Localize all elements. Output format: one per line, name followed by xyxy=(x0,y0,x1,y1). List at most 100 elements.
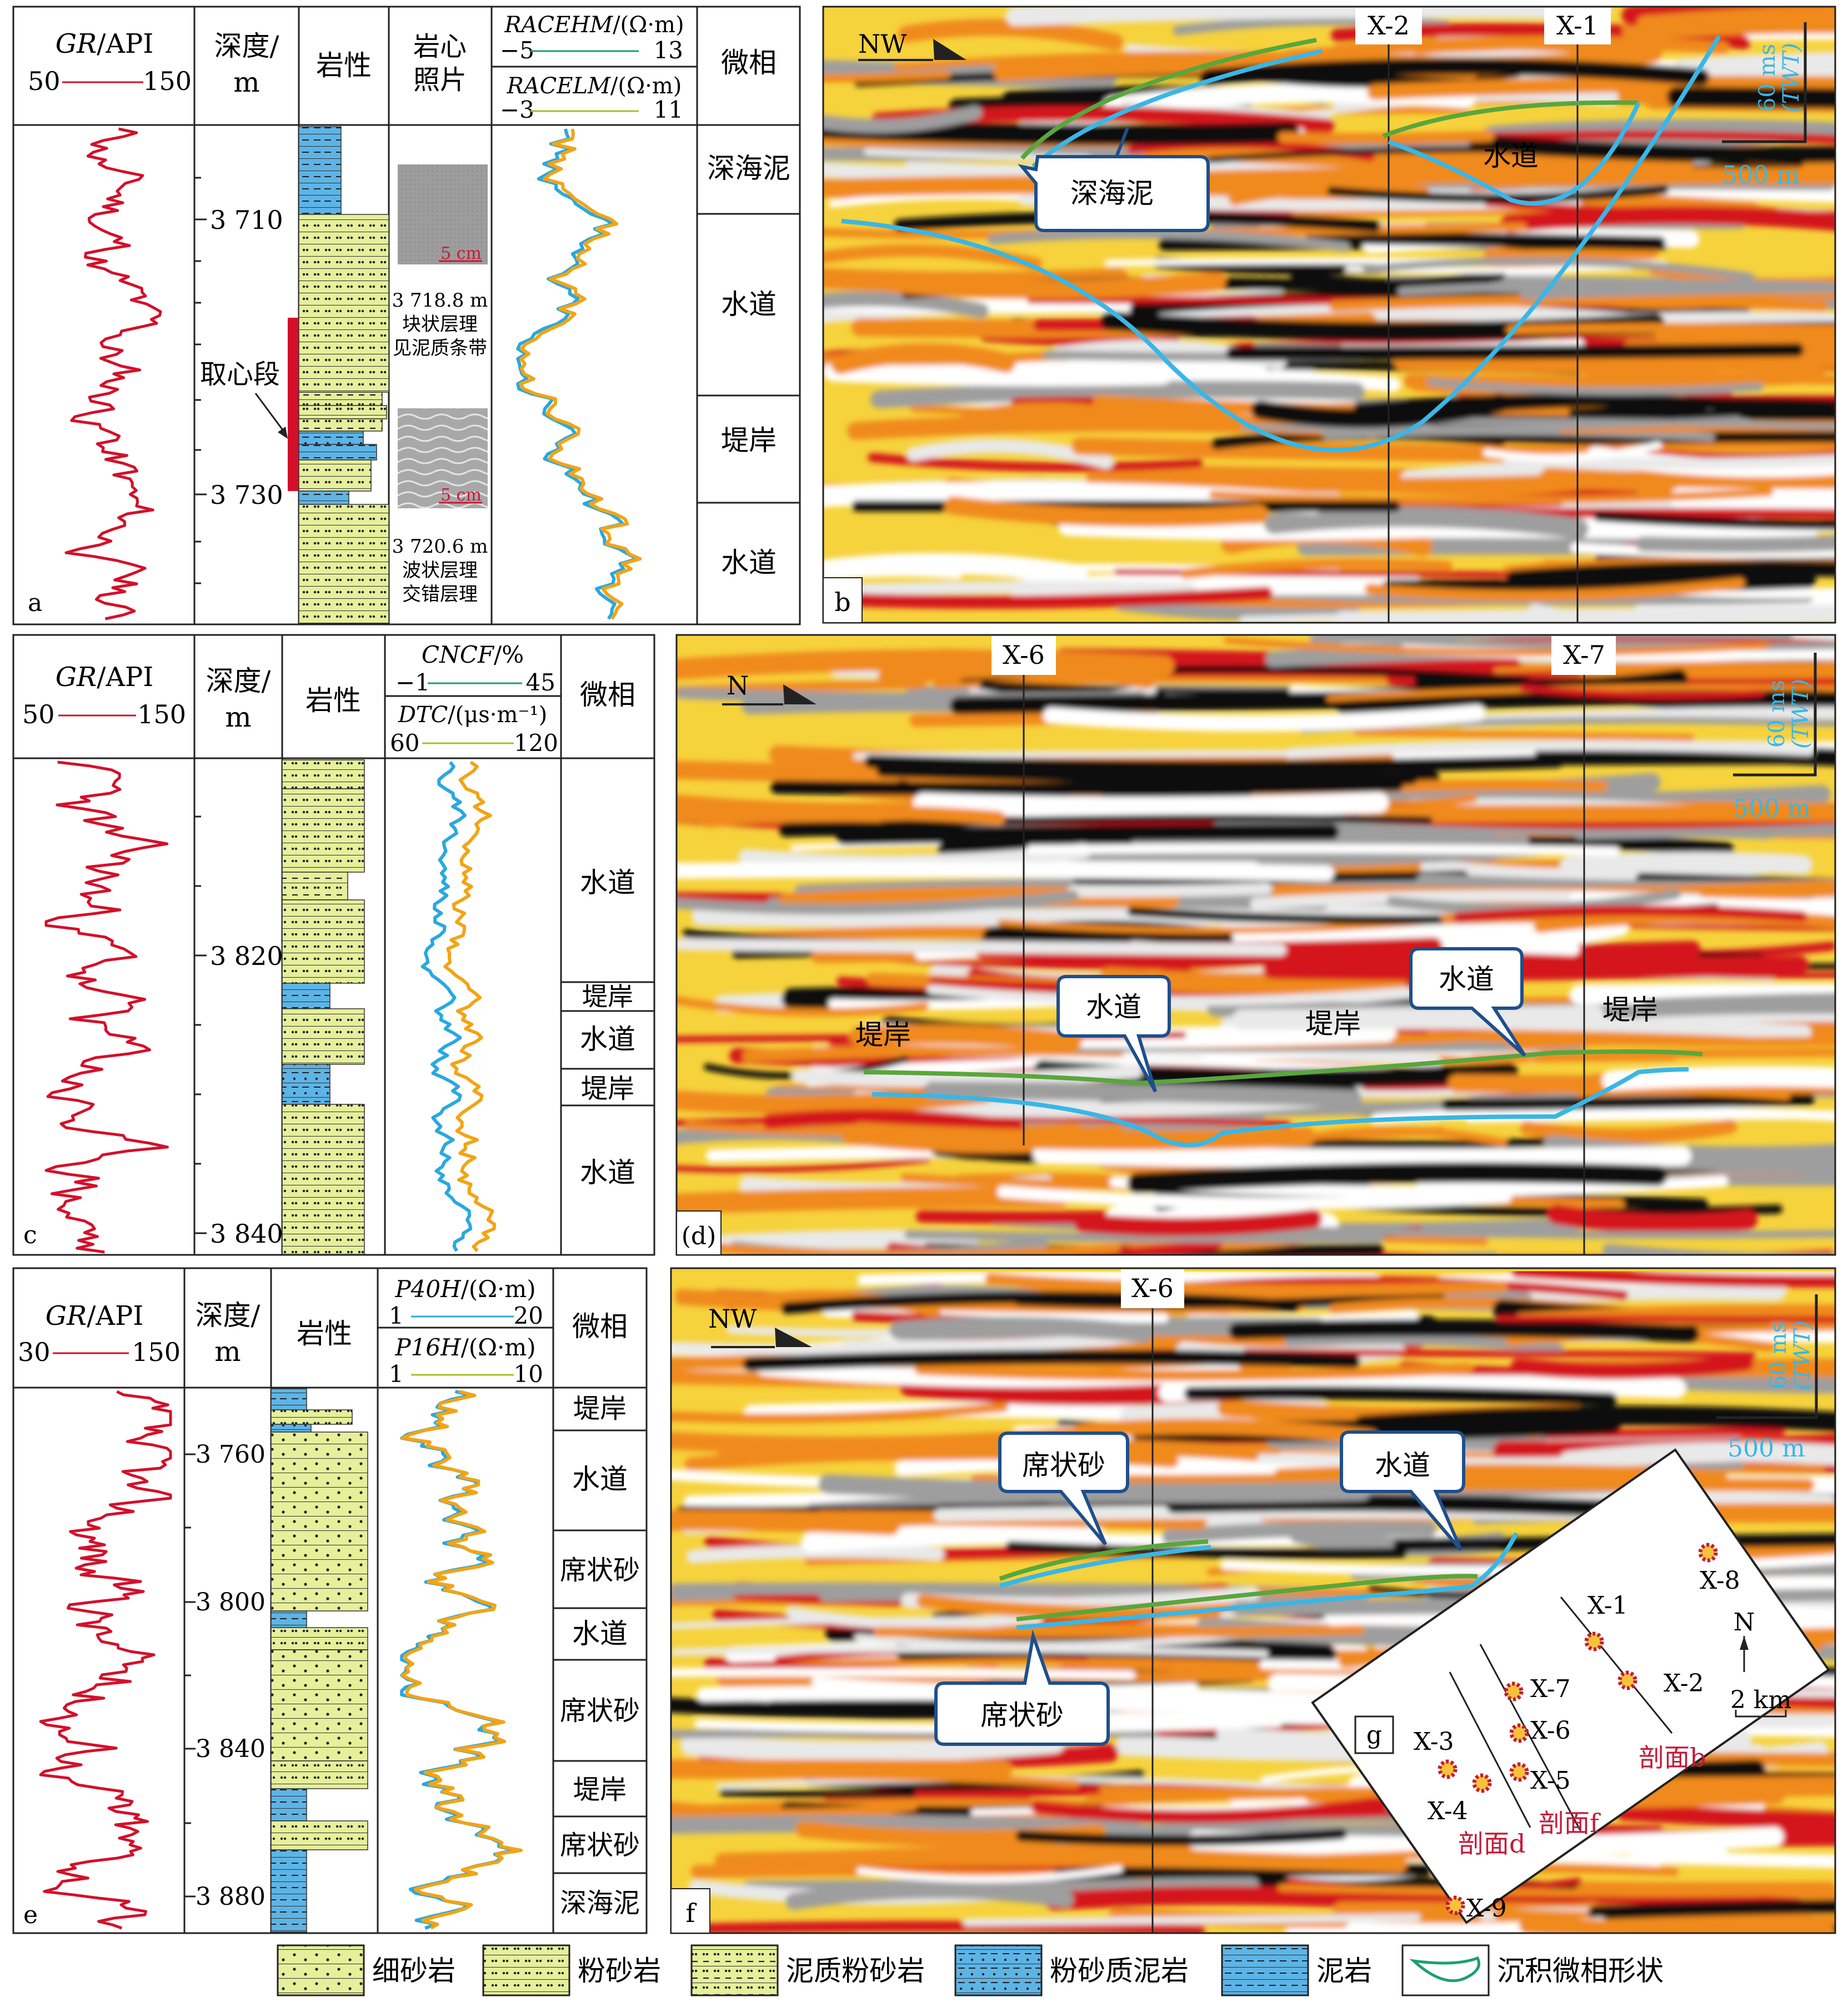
well-marker-g xyxy=(1509,1723,1529,1743)
scale-bar-g xyxy=(1735,1710,1787,1718)
p40-max: 20 xyxy=(514,1302,543,1329)
photo-1-caption-note: 见泥质条带 xyxy=(393,337,487,359)
facies-a-4: 水道 xyxy=(721,547,777,579)
legend-swatch-fine-sandstone xyxy=(277,1944,365,1996)
core-title-1: 岩心 xyxy=(413,31,467,62)
depth-unit: m xyxy=(233,66,259,98)
direction-arrow-d xyxy=(783,684,817,704)
litho-title-e: 岩性 xyxy=(297,1318,352,1350)
scale-dist-b: 500 m xyxy=(1722,161,1800,189)
scale-twt-d: (TWT) xyxy=(1788,679,1814,749)
photo-1-caption-depth: 3 718.8 m xyxy=(392,289,488,312)
well-label-g: X-1 xyxy=(1587,1591,1628,1620)
callout-channel-d-2-text: 水道 xyxy=(1439,963,1494,995)
scale-time-f: 60 ms xyxy=(1766,1322,1791,1389)
callout-channel-d-2 xyxy=(1409,947,1526,1057)
well-marker-g xyxy=(1509,1762,1529,1782)
p40-title: P40H/(Ω·m) xyxy=(394,1275,535,1303)
callout-sheet-f-1 xyxy=(998,1432,1129,1545)
gr-max-e: 150 xyxy=(132,1337,181,1367)
cncf-curve-c xyxy=(420,761,473,1252)
panel-b-seismic-section: X-2 X-1 深海泥 水道 NW 60 ms (TWT) 500 m b xyxy=(822,6,1836,624)
scale-bar-b xyxy=(1722,22,1807,143)
callout-mud-b xyxy=(1018,155,1210,232)
depth-tick-3820: 3 820 xyxy=(210,941,283,971)
depth-unit-e: m xyxy=(214,1335,241,1368)
res-deep-title: RACEHM/(Ω·m) xyxy=(504,12,684,38)
legend-swatch-facies-shape xyxy=(1401,1944,1490,1996)
facies-a-3: 堤岸 xyxy=(721,424,777,457)
facies-e-8: 深海泥 xyxy=(560,1888,640,1919)
dtc-title: DTC/(μs·m⁻¹) xyxy=(398,702,547,728)
horizon-cyan-f-1 xyxy=(999,1545,1211,1588)
coring-arrowhead xyxy=(278,427,288,439)
res-deep-max: 13 xyxy=(654,37,683,64)
levee-label-d-2: 堤岸 xyxy=(1305,1008,1361,1040)
panel-f-seismic-section: X-6 席状砂 席状砂 水道 NW 60 ms (TWT) 500 m f X-… xyxy=(670,1267,1836,1934)
facies-e-7: 席状砂 xyxy=(560,1830,640,1861)
gr-max: 150 xyxy=(143,66,192,96)
well-label-g: X-8 xyxy=(1700,1566,1740,1595)
legend-label-muddy-siltstone: 泥质粉砂岩 xyxy=(786,1955,925,1987)
map-frame-g xyxy=(1311,1448,1830,1924)
facies-title-c: 微相 xyxy=(580,679,635,711)
horizon-green-d xyxy=(863,1049,1703,1086)
lithology-column-e xyxy=(271,1388,368,1933)
callout-sheet-f-2 xyxy=(934,1629,1110,1746)
panel-e-well-log: GR/API 30 150 深度/ m 岩性 P40H/(Ω·m) 1 20 P… xyxy=(12,1267,648,1934)
callout-mud-b-text: 深海泥 xyxy=(1070,177,1154,209)
levee-label-d-1: 堤岸 xyxy=(855,1019,911,1051)
facies-title: 微相 xyxy=(721,47,777,79)
horizon-green-channel-b xyxy=(1382,100,1639,138)
well-label-g: X-5 xyxy=(1530,1766,1571,1795)
facies-c-1: 水道 xyxy=(580,867,635,899)
scale-time-d: 60 ms xyxy=(1764,680,1790,748)
scale-bar-f xyxy=(1716,1294,1818,1419)
well-label-g: X-7 xyxy=(1530,1675,1571,1703)
res-shallow-max: 11 xyxy=(654,96,683,123)
well-label-x6-f: X-6 xyxy=(1131,1273,1174,1303)
facies-shape-icon xyxy=(1409,1956,1480,1983)
photo-2-caption-structure: 波状层理 xyxy=(402,559,478,582)
p16h-curve-e xyxy=(400,1390,523,1930)
depth-tick-3880: 3 880 xyxy=(196,1883,266,1911)
callout-sheet-f-1-text: 席状砂 xyxy=(1022,1449,1105,1482)
gr-curve-c xyxy=(44,760,169,1254)
direction-label-f: NW xyxy=(708,1304,757,1334)
legend-label-mudstone: 泥岩 xyxy=(1316,1955,1372,1987)
callout-sheet-f-2-text: 席状砂 xyxy=(980,1699,1064,1731)
well-marker-g xyxy=(1472,1773,1492,1793)
res-shallow-title: RACELM/(Ω·m) xyxy=(507,73,682,99)
section-line-b xyxy=(1560,1596,1673,1734)
well-marker-g xyxy=(1698,1543,1718,1563)
well-marker-g xyxy=(1617,1670,1637,1690)
direction-label-d: N xyxy=(727,670,749,700)
depth-title-c: 深度/ xyxy=(206,665,271,697)
scale-label-g: 2 km xyxy=(1730,1686,1791,1714)
res-deep-curve-a xyxy=(516,128,639,620)
facies-c-5: 水道 xyxy=(580,1157,635,1189)
panel-d-label: (d) xyxy=(682,1222,717,1250)
legend-label-silty-mudstone: 粉砂质泥岩 xyxy=(1050,1955,1189,1987)
facies-c-3: 水道 xyxy=(580,1023,635,1055)
scale-dist-d: 500 m xyxy=(1733,794,1811,823)
cncf-title: CNCF/% xyxy=(422,641,524,668)
facies-a-1: 深海泥 xyxy=(707,152,790,184)
legend-label-facies-shape: 沉积微相形状 xyxy=(1497,1955,1664,1987)
litho-title: 岩性 xyxy=(316,49,372,82)
well-label-g: X-2 xyxy=(1664,1669,1704,1698)
direction-arrow-f xyxy=(775,1328,812,1347)
facies-c-2: 堤岸 xyxy=(582,982,633,1012)
scale-dist-f: 500 m xyxy=(1727,1434,1805,1463)
depth-tick-3710: 3 710 xyxy=(210,205,283,235)
facies-e-6: 堤岸 xyxy=(573,1774,627,1805)
dtc-min: 60 xyxy=(390,729,419,757)
horizon-cyan-f-2 xyxy=(1016,1532,1519,1630)
panel-c-well-log: GR/API 50 150 深度/ m 岩性 CNCF/% −1 45 DTC/… xyxy=(12,634,655,1256)
section-label-d: 剖面d xyxy=(1458,1829,1525,1859)
panel-d-seismic-section: X-6 X-7 水道 水道 堤岸 堤岸 堤岸 N 60 ms (TWT) 500… xyxy=(675,634,1836,1256)
facies-c-4: 堤岸 xyxy=(581,1073,634,1104)
well-marker-g xyxy=(1445,1895,1465,1915)
legend-label-siltstone: 粉砂岩 xyxy=(578,1955,661,1987)
